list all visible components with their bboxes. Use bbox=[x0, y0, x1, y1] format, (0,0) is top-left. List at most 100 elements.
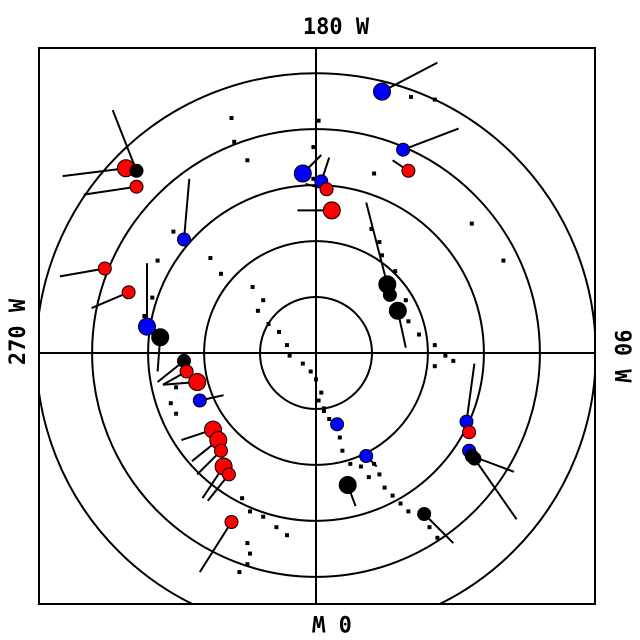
track-point bbox=[319, 390, 324, 395]
track-point bbox=[314, 377, 318, 382]
red-marker bbox=[179, 364, 194, 379]
wind-vector bbox=[83, 185, 137, 196]
track-point bbox=[327, 417, 332, 421]
track-point bbox=[451, 358, 456, 363]
track-point bbox=[377, 472, 382, 477]
track-point bbox=[245, 158, 250, 163]
track-point bbox=[311, 145, 316, 150]
track-point bbox=[308, 369, 313, 374]
wind-vector bbox=[402, 127, 459, 151]
track-point bbox=[174, 411, 179, 416]
track-point bbox=[348, 461, 353, 466]
track-point bbox=[403, 298, 408, 303]
track-point bbox=[155, 258, 160, 263]
red-marker bbox=[214, 443, 228, 458]
label-bottom: 0 W bbox=[311, 610, 351, 635]
red-marker bbox=[221, 467, 236, 482]
track-point bbox=[390, 493, 395, 498]
track-point bbox=[261, 514, 266, 519]
blue-marker bbox=[330, 417, 345, 432]
track-point bbox=[248, 509, 252, 514]
track-point bbox=[174, 385, 179, 390]
track-point bbox=[250, 285, 255, 289]
track-point bbox=[245, 562, 250, 567]
track-point bbox=[369, 226, 374, 231]
track-point bbox=[393, 269, 398, 274]
black-marker bbox=[417, 507, 432, 521]
black-marker bbox=[338, 476, 357, 494]
track-point bbox=[150, 295, 155, 300]
track-point bbox=[417, 332, 421, 337]
meridian-lines bbox=[39, 48, 595, 604]
track-point bbox=[237, 570, 242, 575]
track-point bbox=[142, 314, 147, 318]
track-point bbox=[229, 116, 234, 120]
track-point bbox=[443, 353, 448, 358]
wind-vector bbox=[111, 109, 138, 172]
blue-marker bbox=[359, 449, 374, 463]
track-point bbox=[285, 533, 289, 538]
black-marker bbox=[388, 301, 407, 320]
wind-vector bbox=[465, 363, 476, 422]
track-point bbox=[321, 409, 326, 414]
track-point bbox=[300, 361, 305, 366]
track-point bbox=[261, 298, 266, 303]
track-point bbox=[248, 551, 252, 556]
track-point bbox=[382, 485, 387, 490]
track-point bbox=[321, 406, 326, 411]
track-point bbox=[372, 171, 377, 176]
label-right: 90 W bbox=[609, 330, 634, 384]
red-marker bbox=[129, 179, 144, 194]
wind-vector bbox=[198, 521, 233, 573]
wind-vector bbox=[365, 202, 389, 285]
blue-marker bbox=[293, 164, 312, 183]
track-point bbox=[366, 475, 371, 480]
track-point bbox=[406, 509, 411, 514]
label-top: 180 W bbox=[303, 15, 370, 40]
red-marker bbox=[462, 425, 477, 440]
markers bbox=[97, 82, 482, 529]
track-point bbox=[469, 221, 474, 226]
track-point bbox=[380, 253, 384, 258]
black-marker bbox=[151, 328, 170, 347]
label-left: 270 W bbox=[6, 298, 31, 365]
track-points bbox=[142, 94, 506, 575]
blue-marker bbox=[192, 393, 207, 408]
blue-marker bbox=[373, 82, 391, 101]
track-point bbox=[266, 322, 271, 326]
red-marker bbox=[224, 515, 239, 529]
track-point bbox=[340, 448, 345, 453]
wind-vector bbox=[59, 267, 105, 278]
red-marker bbox=[319, 182, 334, 197]
track-point bbox=[432, 343, 437, 348]
track-point bbox=[274, 525, 279, 530]
track-point bbox=[398, 501, 403, 506]
track-point bbox=[377, 240, 382, 245]
blue-marker bbox=[138, 317, 156, 336]
track-point bbox=[245, 541, 250, 546]
red-marker bbox=[322, 201, 341, 220]
red-marker bbox=[401, 163, 416, 178]
track-point bbox=[285, 343, 289, 348]
track-point bbox=[232, 139, 237, 144]
track-point bbox=[409, 94, 413, 99]
track-point bbox=[427, 525, 432, 530]
track-point bbox=[501, 258, 506, 263]
black-marker bbox=[382, 287, 397, 302]
track-point bbox=[432, 364, 437, 369]
red-marker bbox=[97, 261, 112, 276]
red-marker bbox=[121, 285, 136, 300]
track-point bbox=[358, 464, 363, 469]
track-point bbox=[316, 118, 321, 123]
blue-marker bbox=[177, 232, 191, 247]
track-point bbox=[219, 271, 223, 276]
track-point bbox=[337, 435, 342, 440]
track-point bbox=[240, 496, 245, 501]
track-point bbox=[277, 329, 281, 334]
wind-vector bbox=[381, 61, 438, 93]
red-marker bbox=[188, 373, 207, 391]
track-point bbox=[208, 256, 213, 260]
wind-vector bbox=[62, 167, 127, 178]
track-point bbox=[432, 97, 437, 102]
